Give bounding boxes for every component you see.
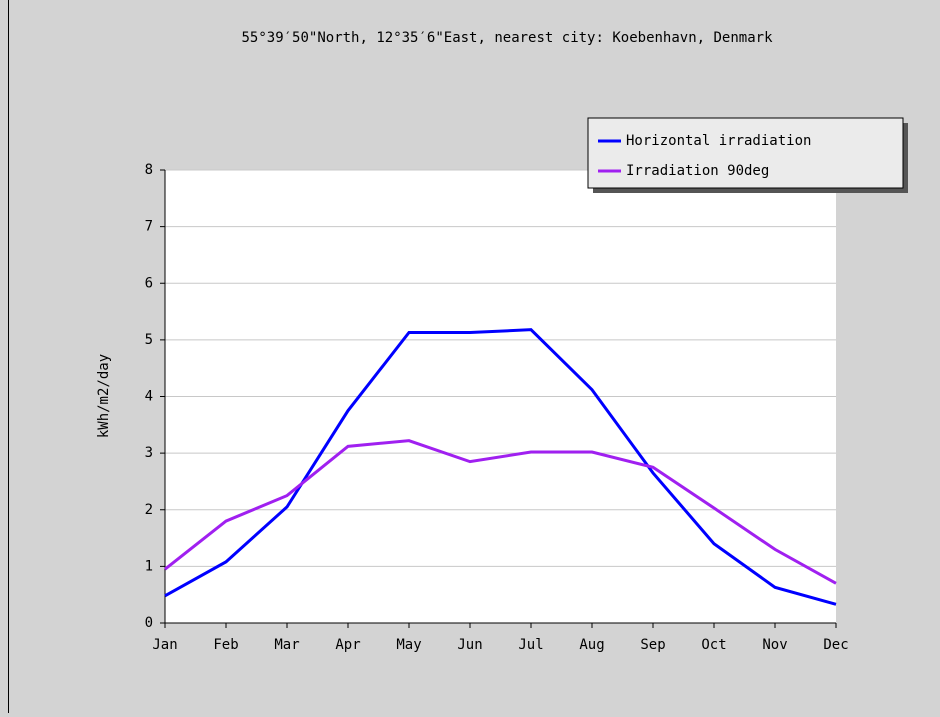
x-tick-label: Jan [152, 637, 177, 653]
legend-label: Irradiation 90deg [626, 163, 769, 179]
y-axis-label: kWh/m2/day [96, 354, 112, 438]
y-tick-label: 1 [145, 558, 153, 574]
legend-box [587, 117, 904, 189]
x-tick-label: Apr [335, 637, 360, 653]
x-tick-label: Oct [701, 637, 726, 653]
x-tick-label: Jul [518, 637, 543, 653]
y-tick-label: 6 [145, 275, 153, 291]
series-line [164, 328, 837, 606]
y-tick-label: 2 [145, 502, 153, 518]
x-tick-label: Nov [762, 637, 787, 653]
y-tick-label: 5 [145, 332, 153, 348]
chart-title: 55°39′50"North, 12°35′6"East, nearest ci… [241, 30, 773, 46]
x-tick-label: Mar [274, 637, 299, 653]
series-line [164, 439, 837, 585]
y-tick-label: 4 [145, 389, 153, 405]
x-tick-label: Feb [213, 637, 238, 653]
legend-label: Horizontal irradiation [626, 133, 811, 149]
y-tick-label: 0 [145, 615, 153, 631]
y-tick-label: 7 [145, 219, 153, 235]
y-tick-label: 8 [145, 162, 153, 178]
x-tick-label: Aug [579, 637, 604, 653]
x-tick-label: May [396, 637, 421, 653]
y-tick-label: 3 [145, 445, 153, 461]
x-tick-label: Jun [457, 637, 482, 653]
x-tick-label: Dec [823, 637, 848, 653]
x-tick-label: Sep [640, 637, 665, 653]
